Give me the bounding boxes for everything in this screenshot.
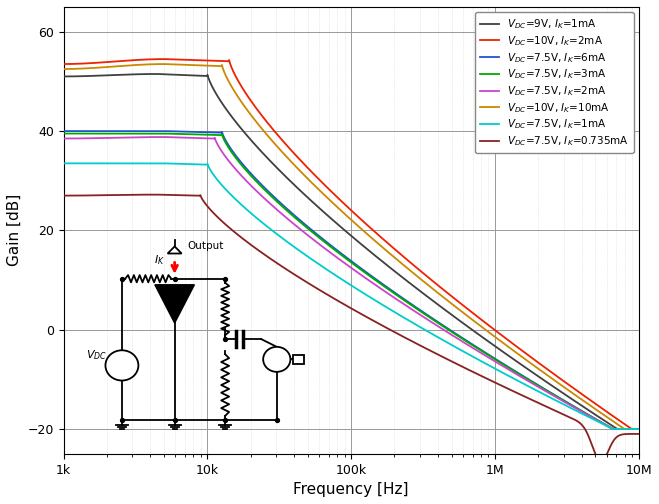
$V_{DC}$=7.5V, $I_K$=6mA	[157, 128, 165, 134]
$V_{DC}$=7.5V, $I_K$=0.735mA	[310, 283, 318, 289]
$V_{DC}$=10V, $I_K$=2mA	[635, 426, 643, 432]
$V_{DC}$=7.5V, $I_K$=2mA	[136, 134, 144, 140]
$V_{DC}$=7.5V, $I_K$=1mA	[610, 426, 617, 432]
$V_{DC}$=7.5V, $I_K$=3mA	[610, 426, 617, 432]
$V_{DC}$=7.5V, $I_K$=0.735mA	[60, 193, 68, 199]
$V_{DC}$=10V, $I_K$=2mA	[60, 61, 68, 67]
$V_{DC}$=10V, $I_K$=2mA	[254, 107, 262, 113]
$V_{DC}$=7.5V, $I_K$=1mA	[635, 426, 643, 432]
$V_{DC}$=7.5V, $I_K$=2mA	[60, 136, 68, 142]
$V_{DC}$=7.5V, $I_K$=1mA	[136, 160, 144, 166]
$V_{DC}$=10V, $I_K$=2mA	[362, 221, 370, 227]
$V_{DC}$=7.5V, $I_K$=6mA	[60, 128, 68, 134]
$V_{DC}$=9V, $I_K$=1mA	[136, 71, 144, 77]
$V_{DC}$=7.5V, $I_K$=6mA	[374, 278, 382, 284]
$V_{DC}$=10V, $I_K$=10mA	[621, 426, 629, 432]
$V_{DC}$=7.5V, $I_K$=2mA	[160, 134, 168, 140]
$V_{DC}$=9V, $I_K$=1mA	[374, 255, 382, 261]
$V_{DC}$=10V, $I_K$=10mA	[635, 426, 643, 432]
$V_{DC}$=7.5V, $I_K$=2mA	[157, 134, 165, 140]
$V_{DC}$=7.5V, $I_K$=0.735mA	[136, 192, 144, 198]
FancyBboxPatch shape	[293, 355, 304, 364]
$V_{DC}$=7.5V, $I_K$=0.735mA	[635, 431, 643, 437]
$V_{DC}$=10V, $I_K$=10mA	[157, 61, 165, 67]
Line: $V_{DC}$=7.5V, $I_K$=3mA: $V_{DC}$=7.5V, $I_K$=3mA	[64, 134, 639, 429]
$V_{DC}$=9V, $I_K$=1mA	[362, 245, 370, 251]
$V_{DC}$=7.5V, $I_K$=0.735mA	[597, 458, 605, 464]
$V_{DC}$=10V, $I_K$=10mA	[310, 181, 318, 187]
$V_{DC}$=7.5V, $I_K$=1mA	[157, 160, 165, 166]
$V_{DC}$=10V, $I_K$=2mA	[628, 426, 636, 432]
$V_{DC}$=10V, $I_K$=10mA	[362, 230, 370, 236]
$V_{DC}$=7.5V, $I_K$=2mA	[374, 284, 382, 290]
$V_{DC}$=9V, $I_K$=1mA	[157, 71, 165, 77]
Line: $V_{DC}$=9V, $I_K$=1mA: $V_{DC}$=9V, $I_K$=1mA	[64, 74, 639, 429]
$V_{DC}$=7.5V, $I_K$=3mA	[309, 230, 317, 236]
$V_{DC}$=7.5V, $I_K$=2mA	[362, 276, 370, 282]
$V_{DC}$=7.5V, $I_K$=6mA	[136, 128, 144, 134]
$V_{DC}$=7.5V, $I_K$=6mA	[610, 426, 617, 432]
$V_{DC}$=10V, $I_K$=10mA	[60, 66, 68, 72]
$V_{DC}$=10V, $I_K$=10mA	[254, 121, 262, 127]
Line: $V_{DC}$=7.5V, $I_K$=0.735mA: $V_{DC}$=7.5V, $I_K$=0.735mA	[64, 195, 639, 461]
$V_{DC}$=7.5V, $I_K$=0.735mA	[374, 321, 382, 327]
$V_{DC}$=9V, $I_K$=1mA	[60, 74, 68, 80]
X-axis label: Frequency [Hz]: Frequency [Hz]	[293, 482, 409, 497]
Line: $V_{DC}$=7.5V, $I_K$=6mA: $V_{DC}$=7.5V, $I_K$=6mA	[64, 131, 639, 429]
$V_{DC}$=7.5V, $I_K$=3mA	[157, 131, 165, 137]
$V_{DC}$=7.5V, $I_K$=0.735mA	[153, 192, 161, 198]
$V_{DC}$=7.5V, $I_K$=1mA	[362, 292, 370, 298]
$V_{DC}$=7.5V, $I_K$=0.735mA	[254, 247, 262, 253]
Polygon shape	[155, 285, 194, 323]
$V_{DC}$=9V, $I_K$=1mA	[153, 71, 161, 77]
Circle shape	[105, 350, 138, 381]
$V_{DC}$=9V, $I_K$=1mA	[635, 426, 643, 432]
Text: $V_{DC}$: $V_{DC}$	[86, 348, 107, 362]
$V_{DC}$=7.5V, $I_K$=3mA	[136, 131, 144, 137]
Line: $V_{DC}$=7.5V, $I_K$=2mA: $V_{DC}$=7.5V, $I_K$=2mA	[64, 137, 639, 429]
$V_{DC}$=10V, $I_K$=10mA	[136, 62, 144, 68]
$V_{DC}$=10V, $I_K$=2mA	[160, 56, 168, 62]
Text: Output: Output	[188, 241, 224, 251]
$V_{DC}$=7.5V, $I_K$=2mA	[610, 426, 617, 432]
$V_{DC}$=7.5V, $I_K$=6mA	[309, 228, 317, 234]
Line: $V_{DC}$=10V, $I_K$=10mA: $V_{DC}$=10V, $I_K$=10mA	[64, 64, 639, 429]
$V_{DC}$=7.5V, $I_K$=3mA	[60, 131, 68, 137]
Line: $V_{DC}$=7.5V, $I_K$=1mA: $V_{DC}$=7.5V, $I_K$=1mA	[64, 163, 639, 429]
$V_{DC}$=7.5V, $I_K$=3mA	[362, 270, 370, 276]
Text: +: +	[117, 353, 127, 366]
$V_{DC}$=10V, $I_K$=2mA	[310, 171, 318, 177]
$V_{DC}$=7.5V, $I_K$=0.735mA	[157, 192, 165, 198]
$V_{DC}$=9V, $I_K$=1mA	[310, 200, 318, 206]
$V_{DC}$=7.5V, $I_K$=2mA	[635, 426, 643, 432]
Text: −: −	[116, 364, 128, 378]
$V_{DC}$=7.5V, $I_K$=2mA	[254, 190, 262, 196]
$V_{DC}$=10V, $I_K$=2mA	[136, 57, 144, 63]
$V_{DC}$=7.5V, $I_K$=1mA	[254, 216, 262, 222]
$V_{DC}$=7.5V, $I_K$=6mA	[635, 426, 643, 432]
Line: $V_{DC}$=10V, $I_K$=2mA: $V_{DC}$=10V, $I_K$=2mA	[64, 59, 639, 429]
$V_{DC}$=9V, $I_K$=1mA	[614, 426, 621, 432]
$V_{DC}$=10V, $I_K$=2mA	[374, 232, 382, 238]
$V_{DC}$=7.5V, $I_K$=2mA	[310, 237, 318, 243]
Polygon shape	[167, 246, 182, 254]
$V_{DC}$=7.5V, $I_K$=1mA	[309, 257, 317, 263]
Legend: $V_{DC}$=9V, $I_K$=1mA, $V_{DC}$=10V, $I_K$=2mA, $V_{DC}$=7.5V, $I_K$=6mA, $V_{D: $V_{DC}$=9V, $I_K$=1mA, $V_{DC}$=10V, $I…	[475, 12, 633, 153]
$V_{DC}$=7.5V, $I_K$=3mA	[374, 279, 382, 285]
Y-axis label: Gain [dB]: Gain [dB]	[7, 194, 22, 267]
$V_{DC}$=10V, $I_K$=2mA	[157, 56, 165, 62]
$V_{DC}$=9V, $I_K$=1mA	[254, 145, 262, 151]
$V_{DC}$=7.5V, $I_K$=1mA	[374, 299, 382, 305]
$V_{DC}$=7.5V, $I_K$=3mA	[635, 426, 643, 432]
Text: $I_K$: $I_K$	[154, 254, 165, 268]
$V_{DC}$=7.5V, $I_K$=6mA	[362, 269, 370, 275]
$V_{DC}$=10V, $I_K$=10mA	[374, 241, 382, 247]
$V_{DC}$=7.5V, $I_K$=0.735mA	[362, 314, 370, 320]
$V_{DC}$=7.5V, $I_K$=3mA	[254, 179, 262, 185]
$V_{DC}$=7.5V, $I_K$=1mA	[60, 160, 68, 166]
$V_{DC}$=7.5V, $I_K$=6mA	[254, 177, 262, 183]
Circle shape	[263, 347, 291, 372]
$V_{DC}$=10V, $I_K$=10mA	[160, 61, 168, 67]
